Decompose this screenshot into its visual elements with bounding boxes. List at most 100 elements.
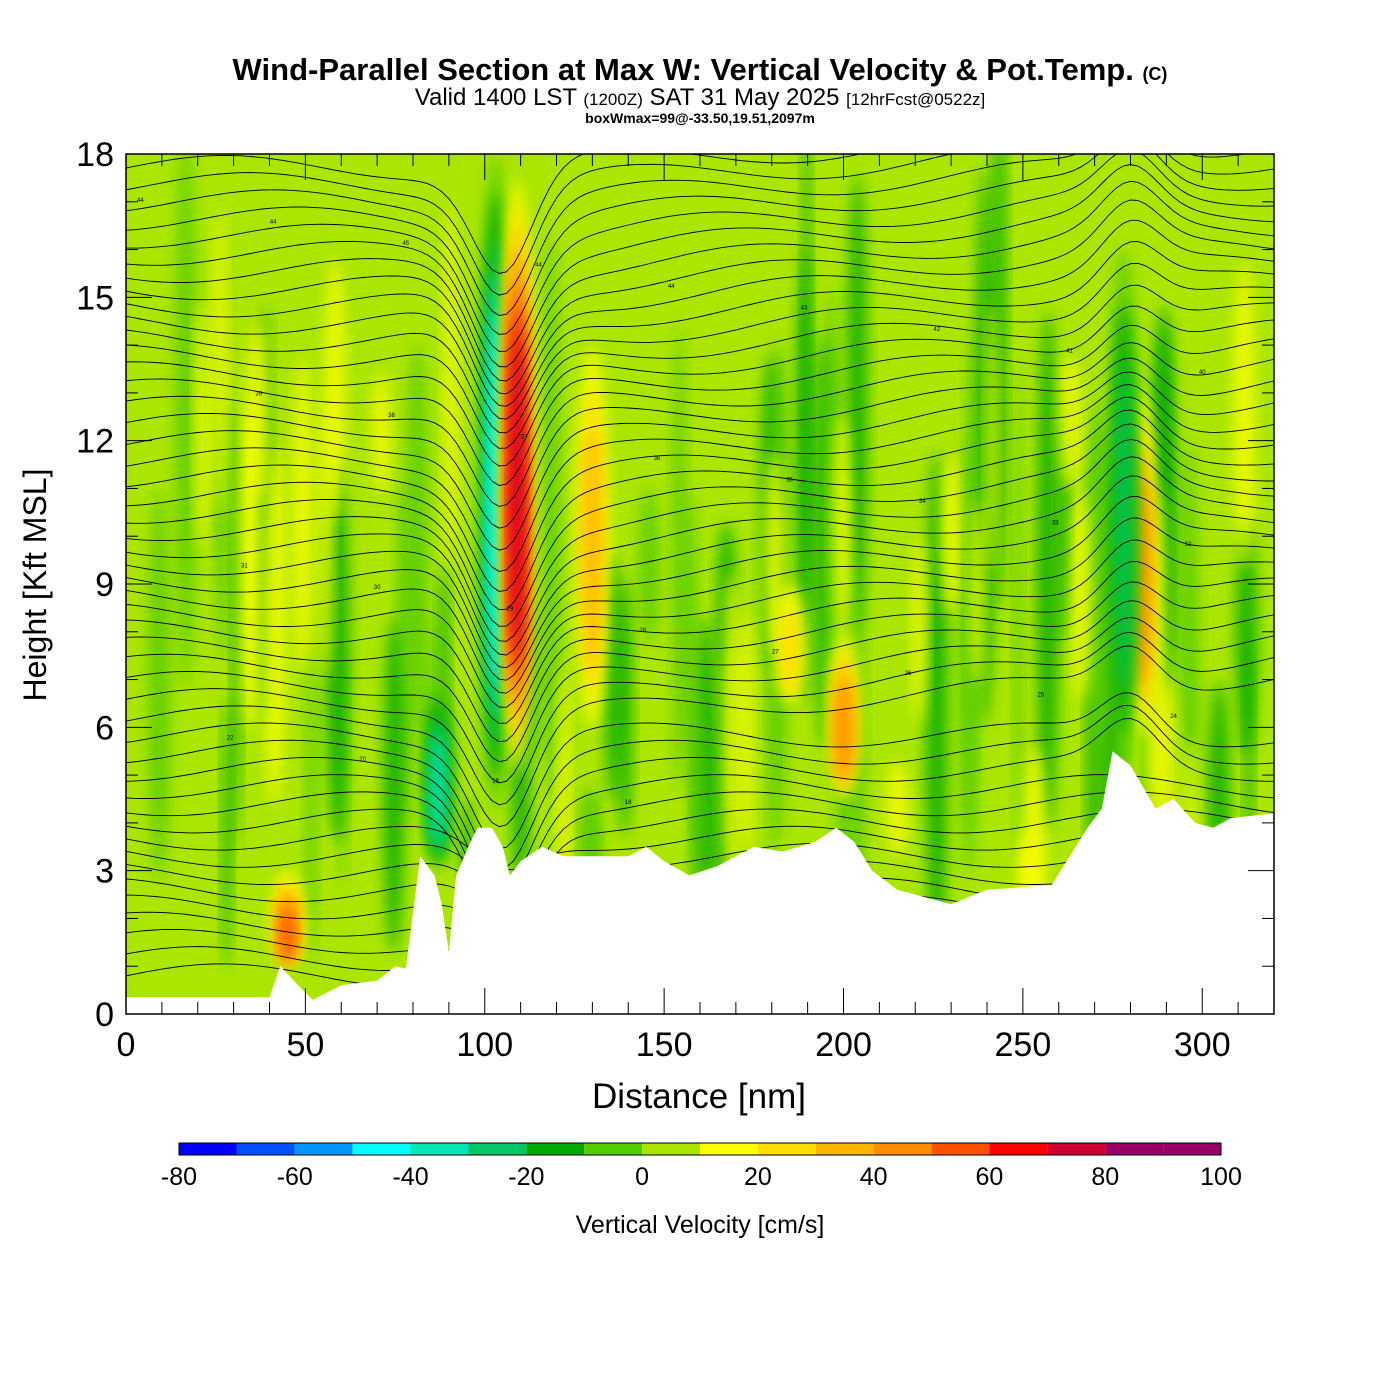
- w-streak: [305, 643, 317, 963]
- colorbar-segment: [294, 1143, 353, 1155]
- colorbar-segment: [815, 1143, 874, 1155]
- theta-contour: [126, 808, 1274, 931]
- colorbar-tick-label: 20: [744, 1163, 772, 1191]
- theta-label: 27: [772, 649, 779, 655]
- theta-contours: 44 44 45 44 44 43 42 41 40 39 38 37 36 35 34 33 32 31 30 29…: [126, 154, 1274, 1010]
- w-streak: [802, 154, 811, 609]
- theta-label: 22: [227, 735, 234, 741]
- copyright-mark: (C): [1142, 64, 1168, 84]
- theta-contour: [126, 154, 1274, 316]
- w-streak: [604, 554, 621, 803]
- w-streak: [847, 173, 868, 635]
- w-streak: [222, 695, 232, 970]
- colorbar-tick-label: 0: [635, 1163, 649, 1191]
- theta-contour: [126, 438, 1274, 642]
- y-axis-label: Height [Kft MSL]: [17, 469, 53, 702]
- x-axis-label: Distance [nm]: [592, 1077, 806, 1116]
- colorbar-segment: [179, 1143, 237, 1155]
- theta-contour: [126, 645, 1274, 828]
- theta-contour: [126, 631, 1274, 806]
- theta-label: 44: [535, 262, 542, 268]
- w-streak: [293, 357, 312, 674]
- theta-contour: [126, 371, 1274, 551]
- theta-label: 32: [1185, 542, 1192, 548]
- y-tick-label: 0: [95, 996, 114, 1034]
- theta-contour: [126, 154, 1247, 296]
- colorbar-segment: [989, 1143, 1048, 1155]
- w-cell: [779, 610, 801, 698]
- w-streak: [325, 256, 345, 522]
- colorbar-segment: [526, 1143, 585, 1155]
- colorbar-tick-label: -40: [392, 1163, 428, 1191]
- colorbar-tick-label: 60: [976, 1163, 1004, 1191]
- theta-contour: [126, 496, 1274, 681]
- colorbar-segment: [1105, 1143, 1164, 1155]
- w-streak: [832, 412, 851, 644]
- theta-contour: [126, 154, 1274, 352]
- colorbar-segment: [757, 1143, 816, 1155]
- w-streak: [1036, 311, 1059, 833]
- w-streak: [1233, 261, 1255, 570]
- theta-contour: [126, 164, 1274, 368]
- theta-label: 18: [492, 778, 499, 784]
- theta-label: 24: [1170, 714, 1177, 720]
- theta-label: 26: [905, 671, 912, 677]
- theta-contour: [126, 718, 1274, 887]
- theta-contour: [126, 396, 1274, 592]
- colorbar-segment: [468, 1143, 527, 1155]
- colorbar-segment: [931, 1143, 990, 1155]
- theta-contour: [126, 384, 1274, 572]
- w-streak: [195, 301, 207, 550]
- y-tick-label: 15: [76, 279, 114, 317]
- w-streak: [240, 398, 259, 731]
- colorbar-segment: [584, 1143, 643, 1155]
- colorbar-label: Vertical Velocity [cm/s]: [576, 1211, 825, 1239]
- theta-label: 44: [137, 198, 144, 204]
- theta-contour: [126, 180, 1274, 382]
- theta-contour: [126, 199, 1274, 395]
- theta-contour: [126, 324, 1274, 486]
- w-streak: [405, 344, 429, 734]
- theta-label: 44: [668, 284, 675, 290]
- theta-contour: [126, 154, 1274, 335]
- theta-contour: [126, 342, 1274, 507]
- theta-label: 25: [1037, 692, 1044, 698]
- theta-contour: [126, 409, 1274, 611]
- theta-label: 33: [1052, 520, 1059, 526]
- colorbar-segment: [352, 1143, 411, 1155]
- colorbar-segment: [1047, 1143, 1106, 1155]
- theta-label: 42: [933, 327, 940, 333]
- w-streak: [672, 326, 687, 793]
- theta-label: 43: [801, 305, 808, 311]
- theta-label: 44: [270, 219, 277, 225]
- w-streak: [1235, 518, 1258, 757]
- w-streak: [231, 405, 242, 850]
- theta-contour: [126, 475, 1274, 669]
- valid-time-line: Valid 1400 LST (1200Z) SAT 31 May 2025 […: [0, 84, 1400, 112]
- colorbar-tick-label: 80: [1091, 1163, 1119, 1191]
- colorbar: -80 -60 -40 -20 0 20 40 60 80 100: [161, 1142, 1242, 1191]
- theta-contour: [126, 704, 1274, 869]
- x-tick-label: 200: [815, 1026, 872, 1064]
- theta-label: 16: [625, 800, 632, 806]
- w-streak: [383, 617, 405, 953]
- theta-contour: [126, 600, 1274, 763]
- theta-label: 34: [919, 499, 926, 505]
- w-streak: [372, 371, 390, 495]
- colorbar-segment: [642, 1143, 700, 1155]
- w-streak: [941, 455, 960, 615]
- theta-contour: [126, 774, 1274, 903]
- y-tick-label: 18: [76, 136, 114, 174]
- theta-label: 40: [1199, 370, 1206, 376]
- theta-contour: [126, 517, 1274, 694]
- x-tick-label: 150: [636, 1026, 693, 1064]
- w-streak: [617, 574, 633, 838]
- terrain: [126, 751, 1274, 1014]
- theta-contour: [126, 692, 1274, 849]
- theta-label: 28: [639, 628, 646, 634]
- w-streak: [148, 489, 171, 881]
- theta-label: 37: [521, 434, 528, 440]
- theta-label: 35: [786, 477, 793, 483]
- theta-contour: [126, 456, 1274, 656]
